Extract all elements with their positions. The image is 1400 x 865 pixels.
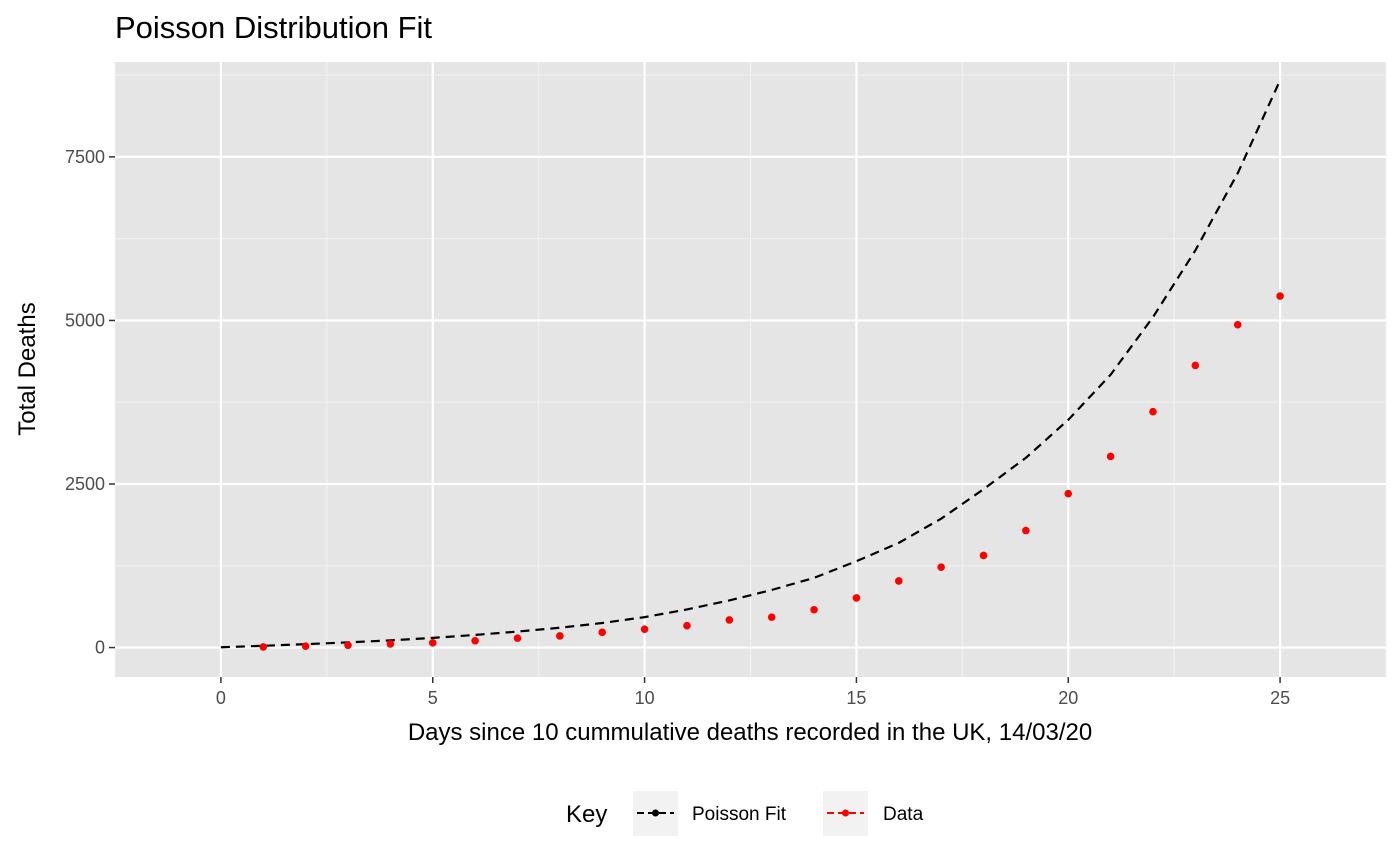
data-point — [1149, 407, 1157, 416]
data-point — [1064, 489, 1073, 498]
data-point — [810, 605, 818, 614]
x-tick-label: 20 — [1058, 688, 1078, 708]
data-point — [852, 594, 861, 602]
poisson-fit-series — [220, 79, 1282, 649]
legend: Key Poisson Fit Data — [566, 791, 924, 836]
y-tick-label: 2500 — [65, 474, 105, 494]
data-point — [1022, 526, 1030, 535]
x-tick-label: 25 — [1270, 688, 1290, 708]
data-point — [767, 613, 776, 621]
data-point — [640, 625, 649, 633]
data-point — [1276, 292, 1284, 300]
x-tick-label: 5 — [428, 688, 438, 708]
legend-point-icon — [842, 809, 849, 817]
legend-item-poisson-fit: Poisson Fit — [633, 791, 787, 836]
legend-label-poisson-fit: Poisson Fit — [692, 804, 787, 825]
legend-label-data: Data — [883, 804, 924, 825]
data-point — [598, 628, 607, 637]
data-point — [386, 640, 395, 648]
y-tick-label: 5000 — [65, 310, 105, 330]
y-tick-label: 7500 — [65, 147, 105, 167]
legend-title: Key — [566, 801, 607, 828]
data-point — [556, 632, 564, 640]
data-point — [894, 577, 903, 585]
data-point — [1191, 361, 1200, 370]
data-point — [1233, 320, 1242, 329]
data-point — [471, 636, 479, 645]
data-point — [513, 634, 522, 642]
legend-item-data: Data — [823, 791, 924, 836]
chart-title: Poisson Distribution Fit — [115, 10, 432, 45]
major-gridlines — [115, 62, 1386, 677]
y-tick-label: 0 — [95, 638, 105, 658]
data-point — [428, 639, 437, 647]
x-tick-label: 15 — [846, 688, 866, 708]
y-tick-labels: 0 2500 5000 7500 — [65, 147, 105, 658]
data-point — [259, 643, 268, 651]
x-tick-labels: 0 5 10 15 20 25 — [216, 688, 1290, 708]
data-point — [979, 551, 988, 560]
axis-ticks — [109, 156, 1281, 683]
x-tick-label: 10 — [635, 688, 655, 708]
data-point — [725, 616, 734, 624]
data-point — [1106, 452, 1115, 461]
legend-point-icon — [652, 809, 659, 817]
data-point — [937, 563, 945, 572]
y-axis-title: Total Deaths — [14, 302, 41, 435]
data-point — [301, 642, 310, 650]
x-axis-title: Days since 10 cummulative deaths recorde… — [408, 719, 1092, 746]
x-tick-label: 0 — [216, 688, 226, 708]
data-point — [683, 621, 691, 630]
poisson-fit-line — [220, 79, 1282, 649]
minor-gridlines — [114, 62, 1387, 677]
data-point — [344, 641, 352, 650]
data-series — [259, 292, 1284, 651]
